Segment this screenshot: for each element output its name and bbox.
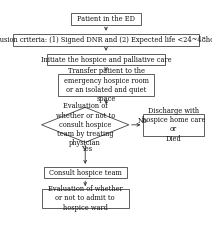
FancyBboxPatch shape [13,34,199,45]
FancyBboxPatch shape [71,13,141,25]
Text: Yes: Yes [81,145,92,153]
Text: Evaluation of
whether or not to
consult hospice
team by treating
physician: Evaluation of whether or not to consult … [56,102,115,147]
Text: Discharge with
hospice home care
or
Died: Discharge with hospice home care or Died [142,107,205,143]
Polygon shape [42,107,129,142]
FancyBboxPatch shape [143,114,204,136]
Text: Evaluation of whether
or not to admit to
hospice ward: Evaluation of whether or not to admit to… [48,185,123,212]
Text: Initiate the hospice and palliative care: Initiate the hospice and palliative care [41,55,171,64]
Text: Patient in the ED: Patient in the ED [77,15,135,23]
Text: Consult hospice team: Consult hospice team [49,169,122,177]
Text: Inclusion criteria: (1) Signed DNR and (2) Expected life <24~48hours: Inclusion criteria: (1) Signed DNR and (… [0,36,212,44]
FancyBboxPatch shape [58,74,154,96]
Text: Transfer patient to the
emergency hospice room
or an isolated and quiet
space: Transfer patient to the emergency hospic… [64,67,148,103]
Text: No: No [137,117,147,125]
FancyBboxPatch shape [47,54,165,65]
FancyBboxPatch shape [44,167,127,178]
FancyBboxPatch shape [42,189,129,208]
